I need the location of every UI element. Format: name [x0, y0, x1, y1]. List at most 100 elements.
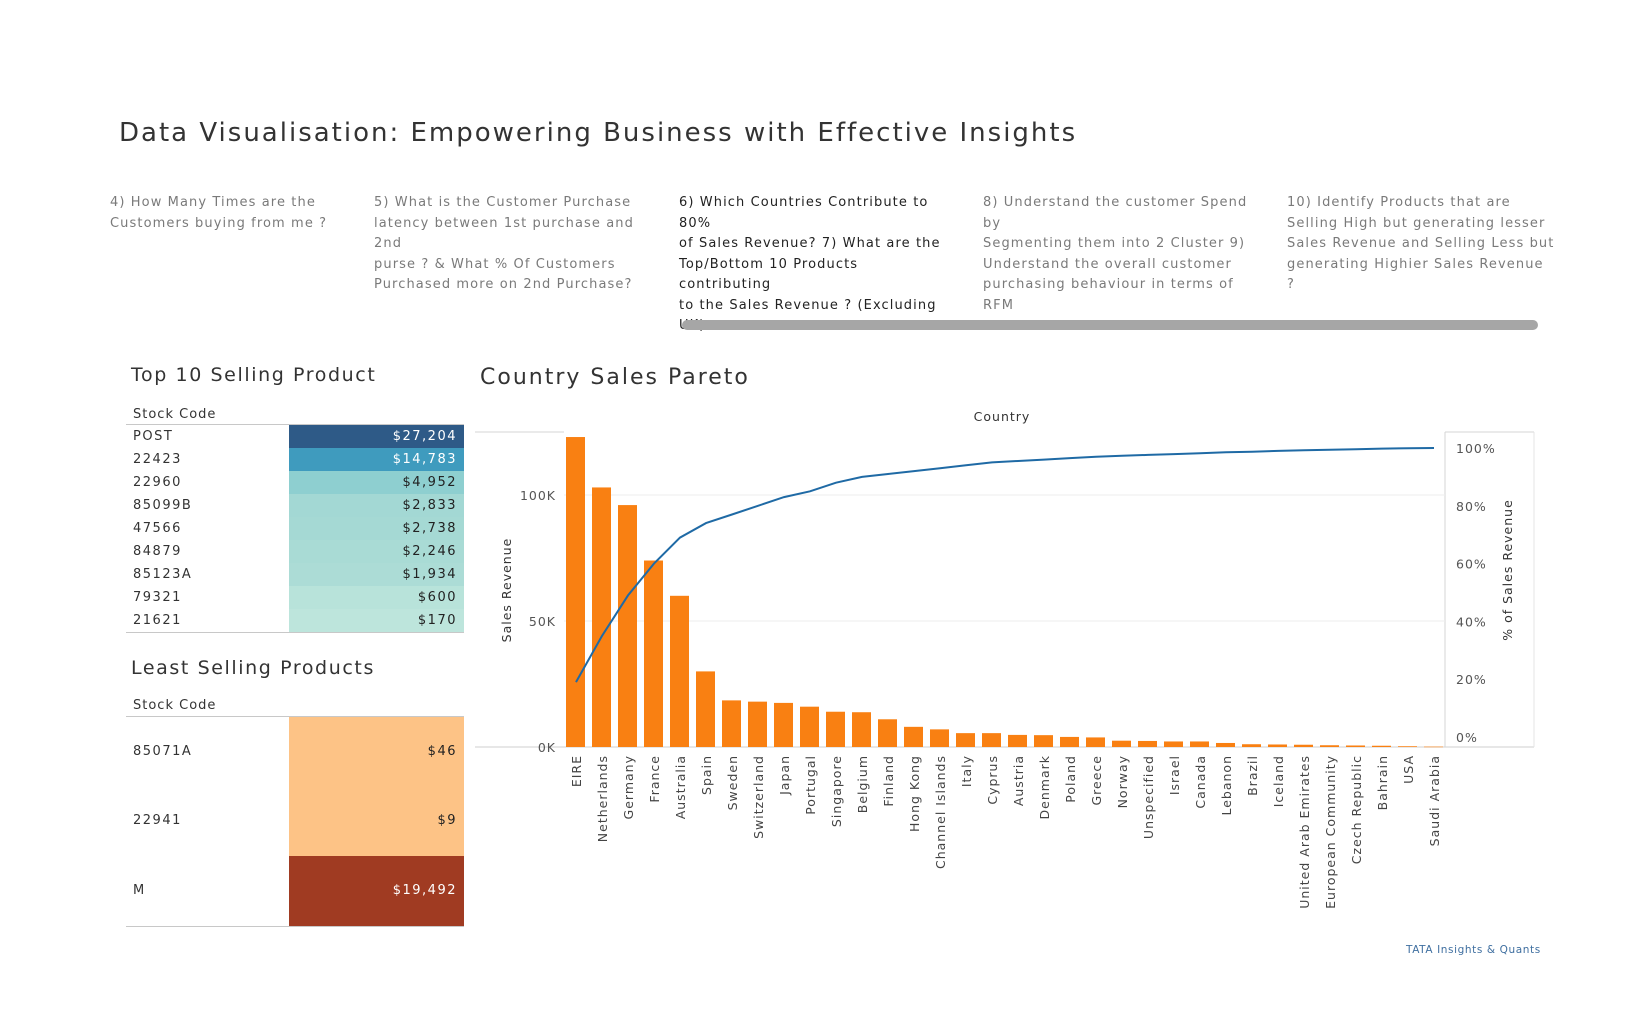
bar-european-community	[1320, 745, 1339, 747]
bar-denmark	[1034, 735, 1053, 747]
least-product-stock-code: 22941	[133, 813, 182, 829]
x-tick-label: Denmark	[1037, 755, 1052, 819]
least-product-sales-value: $46	[427, 743, 457, 759]
top-product-value-cell: $14,783	[289, 448, 464, 471]
x-tick-label: Switzerland	[751, 755, 766, 839]
bar-belgium	[852, 712, 871, 747]
x-tick-label: Channel Islands	[933, 755, 948, 869]
x-tick-label: Greece	[1089, 755, 1104, 806]
bar-greece	[1086, 737, 1105, 747]
footer-credit: TATA Insights & Quants	[1406, 944, 1541, 956]
least-product-footer-rule	[126, 925, 464, 927]
top-product-stock-code: 85099B	[133, 497, 193, 513]
x-tick-label: Italy	[959, 755, 974, 787]
story-tab-2[interactable]: 5) What is the Customer Purchase latency…	[374, 195, 634, 292]
top-product-value-cell: $1,934	[289, 563, 464, 586]
top-product-row: 79321 $600	[126, 586, 464, 609]
y-tick-label: 50K	[529, 614, 556, 629]
top-products-column-header: Stock Code	[133, 407, 217, 422]
top-product-row: 85099B $2,833	[126, 494, 464, 517]
bar-channel-islands	[930, 729, 949, 747]
top-product-row: 22960 $4,952	[126, 471, 464, 494]
bar-switzerland	[748, 701, 767, 747]
least-product-sales-value: $9	[437, 813, 457, 829]
x-tick-label: Belgium	[855, 755, 870, 813]
bar-united-arab-emirates	[1294, 744, 1313, 747]
y2-tick-label: 40%	[1456, 614, 1487, 629]
story-tab-5[interactable]: 10) Identify Products that are Selling H…	[1287, 195, 1555, 292]
story-tab-1[interactable]: 4) How Many Times are the Customers buyi…	[110, 195, 328, 231]
column-header-country: Country	[974, 409, 1031, 424]
x-tick-label: Bahrain	[1375, 755, 1390, 810]
x-tick-label: Cyprus	[985, 755, 1000, 805]
least-product-stock-code: 85071A	[133, 743, 193, 759]
top-product-row: 84879 $2,246	[126, 540, 464, 563]
top-product-sales-value: $1,934	[402, 566, 457, 582]
x-tick-label: Czech Republic	[1349, 755, 1364, 864]
x-tick-label: Spain	[699, 755, 714, 795]
y-tick-label: 0K	[538, 740, 556, 755]
bar-hong-kong	[904, 726, 923, 747]
least-products-column-header: Stock Code	[133, 698, 217, 713]
bar-cyprus	[982, 733, 1001, 747]
top-product-sales-value: $27,204	[392, 428, 457, 444]
top-product-row: 22423 $14,783	[126, 448, 464, 471]
y-tick-label: 100K	[520, 488, 556, 503]
bar-czech-republic	[1346, 745, 1365, 747]
x-tick-label: Netherlands	[595, 755, 610, 842]
top-product-stock-code: 22423	[133, 451, 182, 467]
x-tick-label: Unspecified	[1141, 755, 1156, 839]
x-tick-label: European Community	[1323, 755, 1338, 909]
least-product-row: M $19,492	[126, 856, 464, 926]
top-product-stock-code: POST	[133, 428, 174, 444]
x-tick-label: Singapore	[829, 755, 844, 827]
x-tick-label: Hong Kong	[907, 755, 922, 832]
pareto-chart: 0K 50K 100K 0% 20% 40% 60% 80% 100% Sales Revenue…	[475, 409, 1535, 909]
x-tick-label: France	[647, 755, 662, 803]
y2-axis-title: % of Sales Revenue	[1500, 499, 1515, 641]
story-tab-4[interactable]: 8) Understand the customer Spend by Segm…	[983, 195, 1248, 313]
bar-unspecified	[1138, 740, 1157, 747]
y2-tick-label: 20%	[1456, 672, 1487, 687]
y2-tick-label: 60%	[1456, 557, 1487, 572]
bar-usa	[1398, 746, 1417, 747]
story-tab-3[interactable]: 6) Which Countries Contribute to 80% of …	[679, 195, 941, 333]
y2-tick-label: 80%	[1456, 499, 1487, 514]
top-product-sales-value: $170	[417, 612, 457, 628]
y2-tick-label: 100%	[1456, 441, 1496, 456]
bar-canada	[1190, 741, 1209, 747]
x-tick-label: Canada	[1193, 755, 1208, 809]
bar-sweden	[722, 700, 741, 747]
bar-poland	[1060, 736, 1079, 747]
top-product-value-cell: $27,204	[289, 425, 464, 448]
bar-france	[644, 560, 663, 747]
top-product-sales-value: $2,738	[402, 520, 457, 536]
x-tick-label: USA	[1401, 755, 1416, 784]
top-product-value-cell: $600	[289, 586, 464, 609]
chart-title: Country Sales Pareto	[480, 365, 750, 390]
top-product-stock-code: 22960	[133, 474, 182, 490]
bar-italy	[956, 733, 975, 747]
top-product-footer-rule	[126, 632, 464, 633]
top-product-sales-value: $14,783	[392, 451, 457, 467]
top-product-sales-value: $2,246	[402, 543, 457, 559]
bar-norway	[1112, 740, 1131, 747]
top-product-stock-code: 79321	[133, 589, 182, 605]
x-tick-label: Austria	[1011, 755, 1026, 806]
least-product-sales-value: $19,492	[392, 882, 457, 898]
cumulative-percent-line	[575, 447, 1435, 683]
x-tick-label: Saudi Arabia	[1427, 755, 1442, 846]
bar-iceland	[1268, 744, 1287, 747]
bar-brazil	[1242, 744, 1261, 747]
x-tick-label: Iceland	[1271, 755, 1286, 807]
x-tick-label: Lebanon	[1219, 755, 1234, 816]
story-scrollbar[interactable]	[682, 320, 1538, 330]
bar-finland	[878, 719, 897, 747]
top-product-value-cell: $2,738	[289, 517, 464, 540]
least-products-title: Least Selling Products	[131, 657, 375, 679]
bar-australia	[670, 595, 689, 747]
top-product-value-cell: $2,246	[289, 540, 464, 563]
x-tick-label: Finland	[881, 755, 896, 807]
top-product-stock-code: 21621	[133, 612, 182, 628]
x-tick-label: EIRE	[569, 755, 584, 787]
